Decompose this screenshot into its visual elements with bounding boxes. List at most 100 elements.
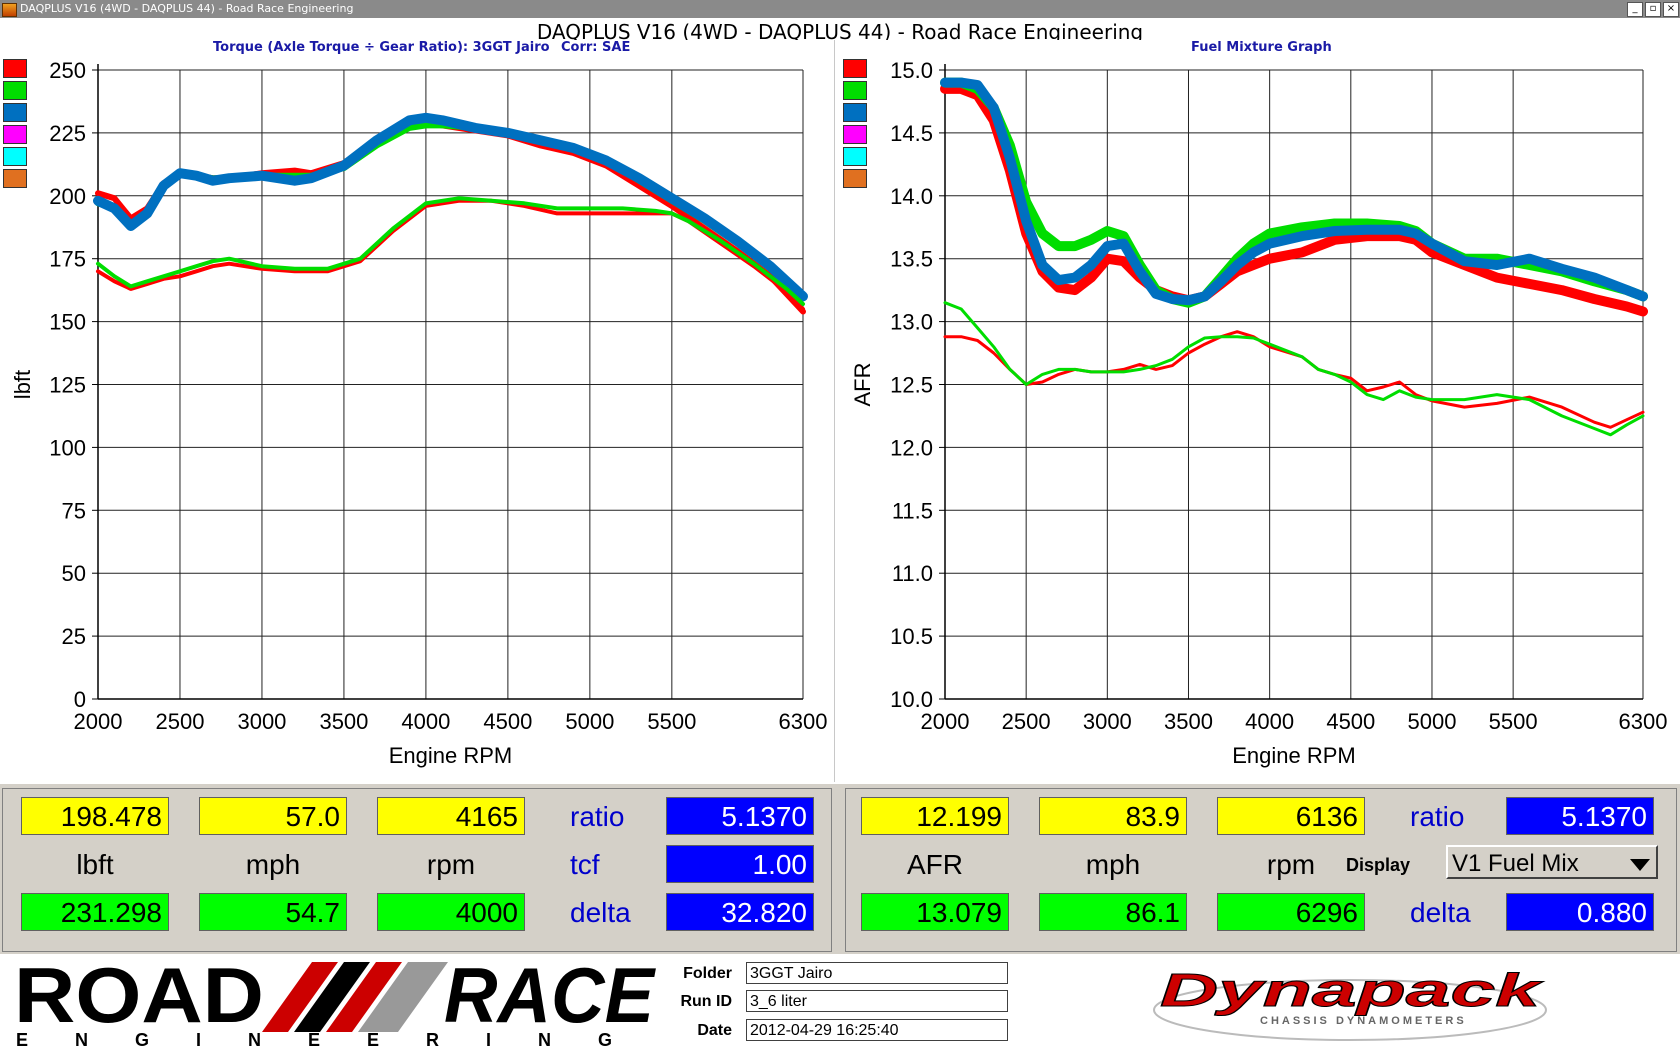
max-torque-field: 231.298 xyxy=(21,893,169,931)
correction-label: Corr: SAE xyxy=(561,40,631,55)
legend-green-swatch[interactable] xyxy=(3,81,27,100)
max-rpm-field: 6296 xyxy=(1217,893,1365,931)
runid-field: 3_6 liter xyxy=(746,990,1008,1012)
y-tick-label: 50 xyxy=(62,561,86,586)
ratio-label: ratio xyxy=(1410,801,1465,832)
x-tick-label: 3000 xyxy=(237,709,286,734)
y-tick-label: 150 xyxy=(49,310,86,335)
y-tick-label: 12.0 xyxy=(890,435,933,460)
y-tick-label: 10.0 xyxy=(890,687,933,712)
x-tick-label: 5500 xyxy=(1489,709,1538,734)
speed-unit-label: mph xyxy=(245,849,301,880)
display-button[interactable]: Display xyxy=(1346,855,1411,876)
y-tick-label: 25 xyxy=(62,624,86,649)
y-tick-label: 75 xyxy=(62,498,86,523)
afr-chart-title: Fuel Mixture Graph xyxy=(1191,40,1332,55)
date-label: Date xyxy=(697,1022,732,1039)
legend-blue-swatch[interactable] xyxy=(843,103,867,122)
footer: ROAD RACE ENGINEERING Folder 3GGT Jairo … xyxy=(0,954,1680,1050)
series-line-4 xyxy=(943,301,1645,437)
legend-magenta-swatch[interactable] xyxy=(843,125,867,144)
display-select-value: V1 Fuel Mix xyxy=(1452,850,1579,877)
x-tick-label: 5000 xyxy=(565,709,614,734)
x-tick-label: 5500 xyxy=(647,709,696,734)
runid-label: Run ID xyxy=(680,993,732,1010)
series-line-3 xyxy=(943,330,1645,429)
legend-cyan-swatch[interactable] xyxy=(3,147,27,166)
road-race-engineering-logo: ROAD RACE ENGINEERING xyxy=(14,954,656,1050)
y-tick-label: 175 xyxy=(49,247,86,272)
page-header: DAQPLUS V16 (4WD - DAQPLUS 44) - Road Ra… xyxy=(536,20,1144,40)
svg-text:RACE: RACE xyxy=(444,954,656,1039)
afr-unit-label: AFR xyxy=(907,849,963,880)
x-tick-label: 6300 xyxy=(779,709,828,734)
cursor-afr-field: 12.199 xyxy=(861,797,1009,835)
ratio-label: ratio xyxy=(570,801,625,832)
torque-chart[interactable]: 0 25 50 75 100 125 150 175 200 225 250 2000 2500 3000… xyxy=(0,40,834,782)
afr-chart-panel: Fuel Mixture Graph 10.0 10.5 11.0 11.5 12.0 1… xyxy=(840,40,1680,782)
legend-green-swatch[interactable] xyxy=(843,81,867,100)
legend-cyan-swatch[interactable] xyxy=(843,147,867,166)
series-line-4 xyxy=(96,196,805,306)
max-speed-field: 54.7 xyxy=(199,893,347,931)
y-tick-label: 13.0 xyxy=(890,310,933,335)
torque-unit-label: lbft xyxy=(76,849,114,880)
afr-readout-panel: 12.199 83.9 6136 AFR mph rpm 13.079 86.1… xyxy=(845,788,1677,952)
legend-red-swatch[interactable] xyxy=(3,59,27,78)
x-axis-label: Engine RPM xyxy=(389,743,513,768)
x-tick-label: 2500 xyxy=(156,709,205,734)
x-tick-label: 3500 xyxy=(1164,709,1213,734)
restore-button[interactable]: ▫ xyxy=(1645,2,1661,17)
cursor-speed-field: 83.9 xyxy=(1039,797,1187,835)
max-afr-field: 13.079 xyxy=(861,893,1009,931)
minimize-button[interactable]: _ xyxy=(1627,2,1643,17)
svg-text:CHASSIS DYNAMOMETERS: CHASSIS DYNAMOMETERS xyxy=(1260,1015,1467,1027)
legend-orange-swatch[interactable] xyxy=(843,169,867,188)
legend-blue-swatch[interactable] xyxy=(3,103,27,122)
y-axis-label: AFR xyxy=(850,363,875,407)
dynapack-logo: Dynapack CHASSIS DYNAMOMETERS xyxy=(1153,964,1547,1041)
ratio-value[interactable]: 5.1370 xyxy=(666,797,814,835)
afr-chart[interactable]: 10.0 10.5 11.0 11.5 12.0 12.5 13.0 13.5 14.0 14.5… xyxy=(840,40,1680,782)
rpm-unit-label: rpm xyxy=(426,849,476,880)
y-tick-label: 0 xyxy=(74,687,86,712)
y-tick-label: 250 xyxy=(49,58,86,83)
max-speed-field: 86.1 xyxy=(1039,893,1187,931)
x-axis-label: Engine RPM xyxy=(1232,743,1356,768)
y-tick-label: 100 xyxy=(49,435,86,460)
y-tick-label: 14.5 xyxy=(890,121,933,146)
legend-magenta-swatch[interactable] xyxy=(3,125,27,144)
series-line-2 xyxy=(940,77,1648,306)
legend-orange-swatch[interactable] xyxy=(3,169,27,188)
x-tick-label: 6300 xyxy=(1619,709,1668,734)
torque-chart-panel: Torque (Axle Torque ÷ Gear Ratio): 3GGT … xyxy=(0,40,835,782)
tcf-value[interactable]: 1.00 xyxy=(666,845,814,883)
ratio-value[interactable]: 5.1370 xyxy=(1506,797,1654,835)
legend-red-swatch[interactable] xyxy=(843,59,867,78)
x-tick-label: 4000 xyxy=(1245,709,1294,734)
y-tick-label: 13.5 xyxy=(890,247,933,272)
close-button[interactable]: × xyxy=(1663,2,1679,17)
readout-bar: 198.478 57.0 4165 lbft mph rpm 231.298 5… xyxy=(0,782,1680,956)
delta-label: delta xyxy=(570,897,631,928)
speed-unit-label: mph xyxy=(1085,849,1141,880)
y-tick-label: 200 xyxy=(49,184,86,209)
cursor-torque-field: 198.478 xyxy=(21,797,169,835)
delta-label: delta xyxy=(1410,897,1471,928)
series-line-2 xyxy=(93,112,808,302)
y-tick-label: 225 xyxy=(49,121,86,146)
chevron-down-icon[interactable] xyxy=(1630,859,1650,871)
x-tick-label: 4000 xyxy=(401,709,450,734)
x-tick-label: 2500 xyxy=(1002,709,1051,734)
display-select[interactable]: V1 Fuel Mix xyxy=(1446,845,1658,879)
y-tick-label: 15.0 xyxy=(890,58,933,83)
delta-value: 0.880 xyxy=(1506,893,1654,931)
svg-text:ROAD: ROAD xyxy=(14,954,264,1039)
x-tick-label: 4500 xyxy=(483,709,532,734)
delta-value: 32.820 xyxy=(666,893,814,931)
x-tick-label: 3500 xyxy=(319,709,368,734)
svg-text:ENGINEERING: ENGINEERING xyxy=(16,1030,652,1050)
svg-text:Dynapack: Dynapack xyxy=(1160,964,1544,1016)
y-tick-label: 12.5 xyxy=(890,373,933,398)
y-tick-label: 11.5 xyxy=(892,498,933,523)
